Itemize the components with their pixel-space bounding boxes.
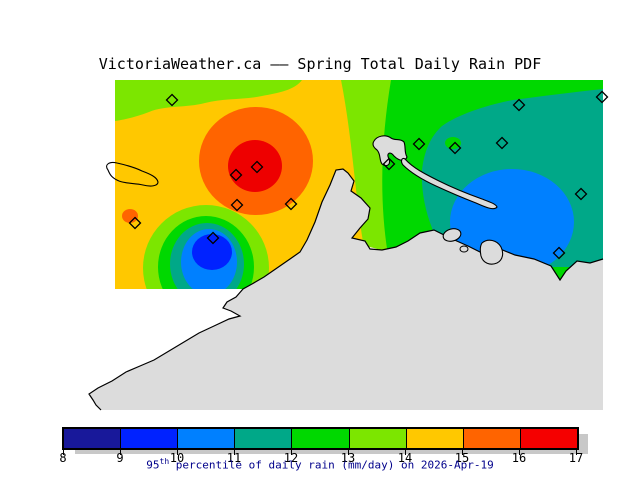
colorbar-tick [348, 449, 349, 455]
colorbar-segment-15-16 [463, 429, 521, 448]
station-marker [595, 90, 609, 104]
colorbar-segment-16-17 [520, 429, 577, 448]
field-green-spot [445, 137, 461, 149]
colorbar-caption: 95th percentile of daily rain (mm/day) o… [0, 457, 640, 472]
colorbar-segment-9-10 [121, 429, 179, 448]
colorbar-tick [405, 449, 406, 455]
station-marker [250, 160, 264, 174]
colorbar-tick-label: 17 [568, 451, 584, 465]
coastal-strip [400, 157, 498, 210]
station-marker [206, 231, 220, 245]
colorbar [62, 427, 579, 450]
caption-ordinal: th [159, 457, 170, 466]
colorbar-tick [63, 449, 64, 455]
station-marker [448, 141, 462, 155]
colorbar-segment-8-9 [64, 429, 122, 448]
field-chartreuse-band [341, 80, 391, 258]
coastline [88, 168, 604, 411]
colorbar-tick-label: 14 [397, 451, 413, 465]
orange-spot-west [122, 209, 138, 223]
colorbar-tick [576, 449, 577, 455]
station-marker [284, 197, 298, 211]
small-island [442, 228, 462, 242]
island-outline-west [106, 161, 159, 187]
colorbar-segment-14-15 [406, 429, 464, 448]
small-island [479, 239, 504, 265]
colorbar-tick [234, 449, 235, 455]
field-chartreuse-northwest [115, 80, 302, 121]
station-marker [128, 216, 142, 230]
colorbar-tick [120, 449, 121, 455]
station-markers-group [128, 90, 609, 260]
colorbar-tick-label: 16 [511, 451, 527, 465]
colorbar-segment-11-12 [235, 429, 293, 448]
station-marker [495, 136, 509, 150]
colorbar-tick-label: 8 [59, 451, 67, 465]
station-marker [412, 137, 426, 151]
station-marker [552, 246, 566, 260]
colorbar-tick [291, 449, 292, 455]
colorbar-segment-10-11 [178, 429, 236, 448]
station-marker [230, 198, 244, 212]
high-red-core [228, 140, 282, 192]
colorbar-segment-12-13 [292, 429, 350, 448]
colorbar-tick-label: 9 [116, 451, 124, 465]
station-marker [574, 187, 588, 201]
colorbar-tick-label: 13 [340, 451, 356, 465]
caption-text: percentile of daily rain (mm/day) on 202… [169, 458, 494, 472]
station-marker [382, 157, 396, 171]
island-claw [372, 135, 408, 167]
colorbar-segment-13-14 [349, 429, 407, 448]
station-marker [229, 168, 243, 182]
small-island [459, 245, 469, 253]
colorbar-tick-label: 15 [454, 451, 470, 465]
colorbar-tick-label: 11 [226, 451, 242, 465]
station-marker [165, 93, 179, 107]
caption-value: 95 [146, 458, 160, 472]
land-mass [89, 169, 603, 410]
colorbar-tick [519, 449, 520, 455]
chart-title: VictoriaWeather.ca —— Spring Total Daily… [98, 55, 542, 73]
colorbar-tick-label: 12 [283, 451, 299, 465]
colorbar-tick [462, 449, 463, 455]
low-west-blue-core [192, 234, 232, 270]
colorbar-axis: 8 9 10 11 12 13 14 15 16 17 [59, 427, 583, 472]
colorbar-tick-label: 10 [169, 451, 185, 465]
colorbar-tick [177, 449, 178, 455]
station-marker [512, 98, 526, 112]
